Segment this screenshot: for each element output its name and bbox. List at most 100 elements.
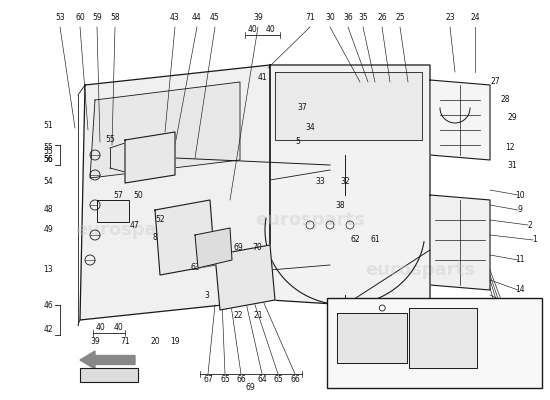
- Polygon shape: [275, 72, 422, 140]
- Text: 7: 7: [518, 354, 522, 362]
- Text: 71: 71: [305, 14, 315, 22]
- Text: 46: 46: [43, 300, 53, 310]
- Text: 52: 52: [155, 216, 165, 224]
- Polygon shape: [270, 65, 430, 310]
- Text: 57: 57: [113, 190, 123, 200]
- Text: 15: 15: [515, 304, 525, 312]
- Text: 55: 55: [43, 144, 53, 152]
- Text: eurosparts: eurosparts: [255, 211, 365, 229]
- Text: 13: 13: [43, 266, 53, 274]
- Text: 56: 56: [43, 156, 53, 164]
- Text: 54: 54: [43, 178, 53, 186]
- Text: 37: 37: [297, 104, 307, 112]
- Text: 55: 55: [43, 148, 53, 156]
- Text: 67: 67: [203, 376, 213, 384]
- Text: 36: 36: [343, 14, 353, 22]
- Text: 51: 51: [43, 120, 53, 130]
- Text: 29: 29: [507, 114, 517, 122]
- Text: 41: 41: [257, 74, 267, 82]
- Text: 40: 40: [113, 324, 123, 332]
- Bar: [80, 368, 138, 382]
- Text: 66: 66: [236, 376, 246, 384]
- Text: eurosparts: eurosparts: [75, 221, 185, 239]
- Text: 40: 40: [248, 26, 258, 34]
- Polygon shape: [155, 200, 215, 275]
- Text: 21: 21: [253, 310, 263, 320]
- Text: 32: 32: [340, 178, 350, 186]
- Polygon shape: [430, 80, 490, 160]
- Text: 47: 47: [130, 220, 140, 230]
- Text: 44: 44: [192, 14, 202, 22]
- Text: 28: 28: [500, 96, 510, 104]
- Text: 69: 69: [245, 384, 255, 392]
- Text: 60: 60: [75, 14, 85, 22]
- Text: eurosparts: eurosparts: [365, 261, 475, 279]
- Text: 8: 8: [518, 366, 522, 374]
- Polygon shape: [195, 228, 232, 268]
- Text: 8: 8: [153, 234, 157, 242]
- Text: 14: 14: [515, 286, 525, 294]
- Text: 9: 9: [518, 206, 522, 214]
- Text: 25: 25: [395, 14, 405, 22]
- Text: 35: 35: [358, 14, 368, 22]
- Text: Vale fino all’ Ass. Nr. S2139: Vale fino all’ Ass. Nr. S2139: [382, 366, 487, 374]
- Text: Valid till Ass. Nr. S2139: Valid till Ass. Nr. S2139: [390, 376, 478, 384]
- Text: 53: 53: [55, 14, 65, 22]
- Text: 64: 64: [257, 376, 267, 384]
- Text: 27: 27: [490, 78, 500, 86]
- Text: 49: 49: [43, 226, 53, 234]
- Text: 59: 59: [92, 14, 102, 22]
- Polygon shape: [430, 195, 490, 290]
- Text: 40: 40: [95, 324, 105, 332]
- Text: 4: 4: [518, 378, 522, 388]
- Polygon shape: [80, 65, 270, 320]
- Text: 24: 24: [470, 14, 480, 22]
- Text: 3: 3: [205, 290, 210, 300]
- Polygon shape: [215, 245, 275, 310]
- Bar: [97, 200, 129, 222]
- Text: 68: 68: [215, 244, 225, 252]
- Text: 58: 58: [110, 14, 120, 22]
- Text: 55: 55: [105, 136, 115, 144]
- Text: 39: 39: [253, 14, 263, 22]
- Text: 70: 70: [252, 244, 262, 252]
- Text: 11: 11: [515, 256, 525, 264]
- Text: 31: 31: [507, 160, 517, 170]
- Text: 18: 18: [360, 300, 370, 310]
- Text: 40: 40: [265, 26, 275, 34]
- Text: 5: 5: [295, 138, 300, 146]
- Text: 38: 38: [335, 200, 345, 210]
- Text: 6: 6: [518, 340, 522, 350]
- Text: 65: 65: [220, 376, 230, 384]
- Text: 48: 48: [43, 206, 53, 214]
- Text: 22: 22: [233, 310, 243, 320]
- Text: 63: 63: [190, 264, 200, 272]
- Polygon shape: [125, 132, 175, 183]
- Text: 71: 71: [120, 336, 130, 346]
- Bar: [327, 298, 542, 388]
- Text: 23: 23: [445, 14, 455, 22]
- Text: 12: 12: [505, 144, 515, 152]
- Text: 61: 61: [370, 236, 380, 244]
- Text: 10: 10: [515, 190, 525, 200]
- Text: 19: 19: [170, 336, 180, 346]
- Text: 16: 16: [379, 300, 389, 310]
- Polygon shape: [409, 308, 477, 368]
- Text: 1: 1: [532, 236, 537, 244]
- Text: 56: 56: [43, 156, 53, 164]
- Text: 20: 20: [150, 336, 160, 346]
- Text: 65: 65: [273, 376, 283, 384]
- Text: 17: 17: [437, 300, 447, 310]
- Text: 66: 66: [290, 376, 300, 384]
- Text: 43: 43: [170, 14, 180, 22]
- Text: 34: 34: [305, 124, 315, 132]
- Polygon shape: [90, 82, 240, 178]
- Text: 50: 50: [133, 190, 143, 200]
- Text: 33: 33: [315, 178, 325, 186]
- Text: 2: 2: [527, 220, 532, 230]
- Polygon shape: [337, 313, 407, 363]
- Text: 45: 45: [210, 14, 220, 22]
- Text: 42: 42: [43, 326, 53, 334]
- FancyArrow shape: [80, 351, 135, 369]
- Text: 26: 26: [377, 14, 387, 22]
